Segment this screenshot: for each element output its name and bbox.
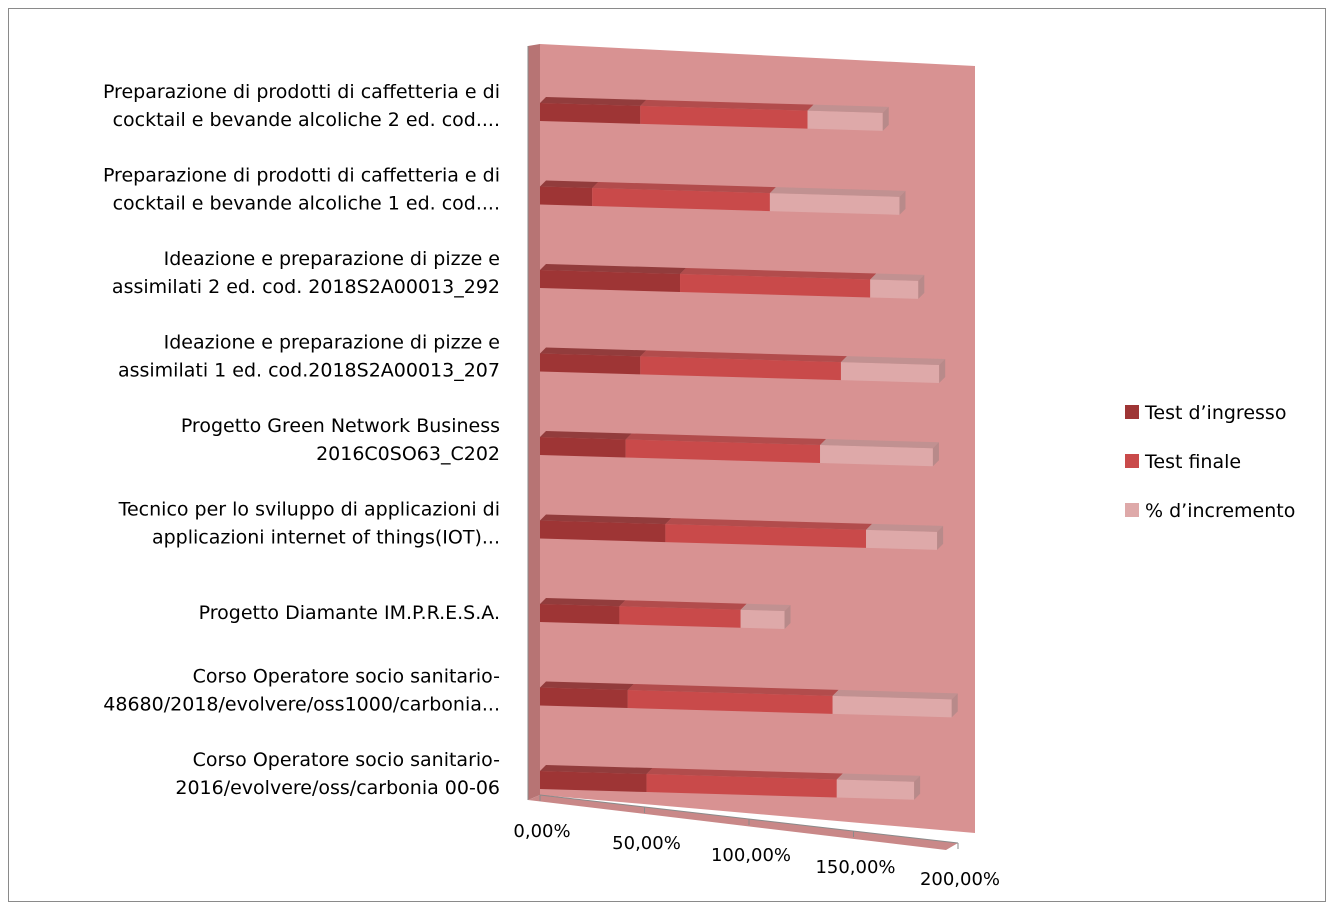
- x-tick-label: 200,00%: [920, 869, 1000, 890]
- bar-segment-1-1: [540, 103, 641, 124]
- category-label: Progetto Green Network Business: [181, 415, 500, 437]
- bar-segment-3-4: [840, 362, 940, 383]
- bar-top-2-1: [640, 99, 814, 111]
- category-label: Ideazione e preparazione di pizze e: [164, 332, 500, 354]
- category-label: cocktail e bevande alcoliche 2 ed. cod..…: [113, 109, 500, 131]
- bar-top-3-8: [832, 689, 958, 700]
- category-label: assimilati 1 ed. cod.2018S2A00013_207: [118, 360, 500, 382]
- bar-segment-2-8: [627, 690, 833, 714]
- bar-segment-1-2: [540, 186, 593, 206]
- bar-segment-3-2: [769, 193, 900, 215]
- chart-frame: Preparazione di prodotti di caffetteria …: [8, 8, 1326, 902]
- legend-label: % d’incremento: [1145, 500, 1295, 522]
- bar-top-3-3: [870, 273, 925, 281]
- side-wall: [528, 44, 540, 800]
- category-label: 48680/2018/evolvere/oss1000/carbonia...: [103, 694, 500, 716]
- x-tick-label: 150,00%: [815, 857, 895, 878]
- bar-segment-3-7: [740, 609, 785, 630]
- bar-segment-1-6: [540, 520, 666, 543]
- bar-cap-4: [939, 358, 946, 383]
- bar-segment-1-8: [540, 687, 628, 709]
- legend-swatch-2: [1125, 454, 1139, 468]
- bar-top-1-4: [540, 347, 647, 357]
- category-label: 2016C0SO63_C202: [316, 443, 500, 465]
- bar-segment-2-9: [646, 774, 837, 798]
- bar-top-2-3: [680, 268, 877, 280]
- legend-swatch-3: [1125, 503, 1139, 517]
- bar-top-3-6: [866, 523, 944, 532]
- floor: [528, 795, 958, 850]
- bar-segment-2-4: [640, 356, 841, 381]
- category-label: Preparazione di prodotti di caffetteria …: [103, 81, 500, 103]
- bar-top-3-9: [836, 773, 921, 782]
- bar-chart: Preparazione di prodotti di caffetteria …: [103, 44, 1295, 890]
- bar-cap-6: [937, 525, 944, 550]
- bar-segment-1-7: [540, 604, 620, 625]
- category-label: Ideazione e preparazione di pizze e: [164, 248, 500, 270]
- bar-top-2-7: [619, 600, 747, 610]
- legend-swatch-1: [1125, 405, 1139, 419]
- bar-top-2-5: [625, 433, 827, 446]
- bar-segment-2-3: [680, 274, 871, 298]
- category-label: assimilati 2 ed. cod. 2018S2A00013_292: [112, 276, 500, 298]
- bar-top-3-4: [840, 356, 946, 365]
- bar-cap-8: [951, 693, 958, 718]
- legend-label: Test finale: [1144, 451, 1241, 473]
- x-tick-label: 0,00%: [513, 821, 570, 842]
- bar-top-1-3: [540, 264, 687, 275]
- bar-cap-7: [784, 605, 791, 630]
- bar-segment-1-4: [540, 353, 641, 375]
- bar-segment-3-5: [820, 445, 933, 467]
- bar-segment-3-1: [807, 110, 883, 131]
- bar-top-2-8: [627, 684, 839, 696]
- bar-cap-5: [932, 442, 939, 467]
- bar-top-1-7: [540, 598, 626, 607]
- bar-segment-2-2: [592, 188, 770, 212]
- bar-top-2-9: [646, 768, 843, 780]
- bar-segment-1-3: [540, 270, 681, 293]
- bar-top-3-7: [740, 603, 791, 612]
- bar-segment-1-5: [540, 437, 626, 458]
- bar-top-2-4: [640, 350, 847, 363]
- category-label: Corso Operatore socio sanitario-: [193, 666, 500, 688]
- bar-top-3-1: [807, 104, 889, 113]
- bar-segment-3-8: [832, 695, 952, 718]
- category-label: Progetto Diamante IM.P.R.E.S.A.: [199, 602, 500, 624]
- bar-segment-3-6: [866, 529, 938, 550]
- bar-segment-2-6: [665, 524, 867, 548]
- bar-segment-2-1: [640, 105, 808, 129]
- bar-top-2-6: [665, 518, 873, 530]
- bar-segment-3-3: [870, 279, 919, 299]
- bar-segment-3-9: [836, 779, 915, 800]
- bar-cap-1: [882, 106, 889, 131]
- x-tick-label: 50,00%: [612, 833, 681, 854]
- category-label: cocktail e bevande alcoliche 1 ed. cod..…: [113, 193, 500, 215]
- bar-top-3-2: [769, 187, 906, 197]
- bar-top-2-2: [592, 182, 776, 194]
- category-label: Preparazione di prodotti di caffetteria …: [103, 165, 500, 187]
- x-tick-label: 100,00%: [711, 845, 791, 866]
- legend-label: Test d’ingresso: [1144, 402, 1286, 424]
- bar-top-1-9: [540, 765, 653, 775]
- bar-top-1-6: [540, 514, 672, 525]
- bar-cap-3: [918, 274, 925, 299]
- bar-segment-2-5: [625, 439, 821, 464]
- bar-top-1-5: [540, 431, 632, 440]
- bar-segment-2-7: [619, 606, 741, 628]
- bar-cap-9: [914, 775, 921, 800]
- bar-segment-1-9: [540, 771, 647, 793]
- bar-top-3-5: [820, 439, 939, 449]
- category-label: applicazioni internet of things(IOT)...: [152, 527, 500, 549]
- category-label: Corso Operatore socio sanitario-: [193, 749, 500, 771]
- bar-top-1-2: [540, 180, 599, 188]
- bar-top-1-1: [540, 97, 647, 106]
- bar-top-1-8: [540, 681, 634, 691]
- category-label: 2016/evolvere/oss/carbonia 00-06: [175, 777, 500, 799]
- bar-cap-2: [899, 190, 906, 215]
- category-label: Tecnico per lo sviluppo di applicazioni …: [118, 499, 500, 521]
